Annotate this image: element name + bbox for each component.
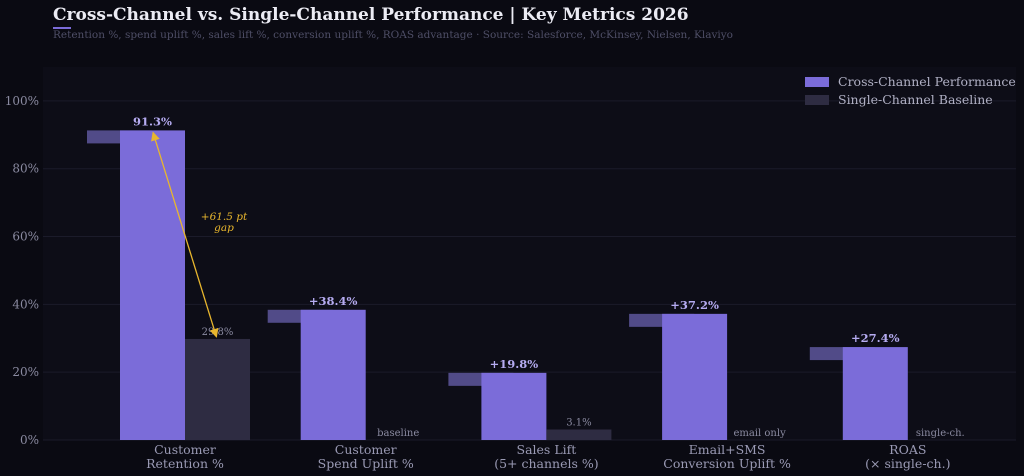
cross-channel-value-label: 91.3%: [133, 114, 172, 128]
gap-annotation-arrow: [151, 131, 219, 338]
x-category-label: ROAS: [889, 442, 926, 457]
legend-swatch-single-channel: [805, 95, 829, 105]
cross-channel-value-label: +37.2%: [670, 298, 719, 312]
x-category-label: (5+ channels %): [494, 456, 598, 471]
y-tick-label: 40%: [12, 297, 39, 311]
gap-annotation-text: +61.5 pt: [201, 211, 248, 223]
cross-channel-value-label: +38.4%: [309, 294, 358, 308]
single-channel-bar: [185, 338, 250, 440]
y-tick-label: 60%: [12, 230, 39, 244]
x-category-label: Retention %: [146, 456, 224, 471]
single-channel-bar: [546, 429, 612, 440]
x-category-label: Email+SMS: [689, 442, 766, 457]
single-channel-value-label: 3.1%: [566, 417, 591, 428]
cross-channel-bar: [120, 130, 185, 440]
x-category-label: Conversion Uplift %: [663, 456, 791, 471]
cross-channel-bar: [662, 313, 728, 440]
single-channel-value-label: baseline: [377, 428, 419, 439]
cross-channel-bar: [300, 309, 366, 440]
y-tick-label: 0%: [20, 433, 39, 447]
cross-channel-value-label: +19.8%: [490, 357, 539, 371]
y-tick-label: 20%: [12, 365, 39, 379]
single-channel-value-label: single-ch.: [916, 428, 965, 439]
cross-channel-value-label: +27.4%: [851, 331, 900, 345]
legend-label-single-channel: Single-Channel Baseline: [838, 92, 993, 107]
y-tick-label: 80%: [12, 162, 39, 176]
single-channel-value-label: email only: [733, 428, 786, 439]
single-channel-value-label: 29.8%: [202, 327, 234, 338]
x-category-label: (× single-ch.): [865, 456, 950, 471]
gap-annotation-text: gap: [214, 222, 234, 234]
legend-label-cross-channel: Cross-Channel Performance: [838, 74, 1016, 89]
x-category-label: Sales Lift: [517, 442, 577, 457]
chart-title: Cross-Channel vs. Single-Channel Perform…: [53, 5, 689, 25]
chart-subtitle: Retention %, spend uplift %, sales lift …: [53, 29, 734, 41]
x-category-label: Spend Uplift %: [318, 456, 414, 471]
x-category-label: Customer: [335, 442, 397, 457]
cross-channel-bar: [481, 372, 547, 440]
legend-swatch-cross-channel: [805, 77, 829, 87]
x-category-label: Customer: [154, 442, 216, 457]
y-tick-label: 100%: [5, 94, 39, 108]
cross-channel-bar: [842, 347, 908, 440]
title-accent-line: [53, 27, 71, 29]
